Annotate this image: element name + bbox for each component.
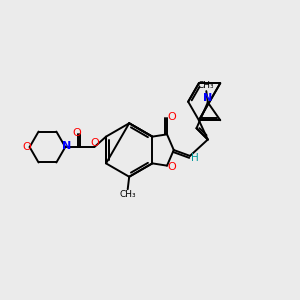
Text: O: O — [90, 138, 99, 148]
Text: CH₃: CH₃ — [197, 81, 214, 90]
Text: O: O — [167, 162, 176, 172]
Text: N: N — [202, 93, 212, 103]
Text: O: O — [167, 112, 176, 122]
Text: N: N — [62, 141, 71, 151]
Text: O: O — [72, 128, 81, 138]
Text: H: H — [191, 153, 199, 163]
Text: CH₃: CH₃ — [119, 190, 136, 199]
Text: O: O — [22, 142, 31, 152]
